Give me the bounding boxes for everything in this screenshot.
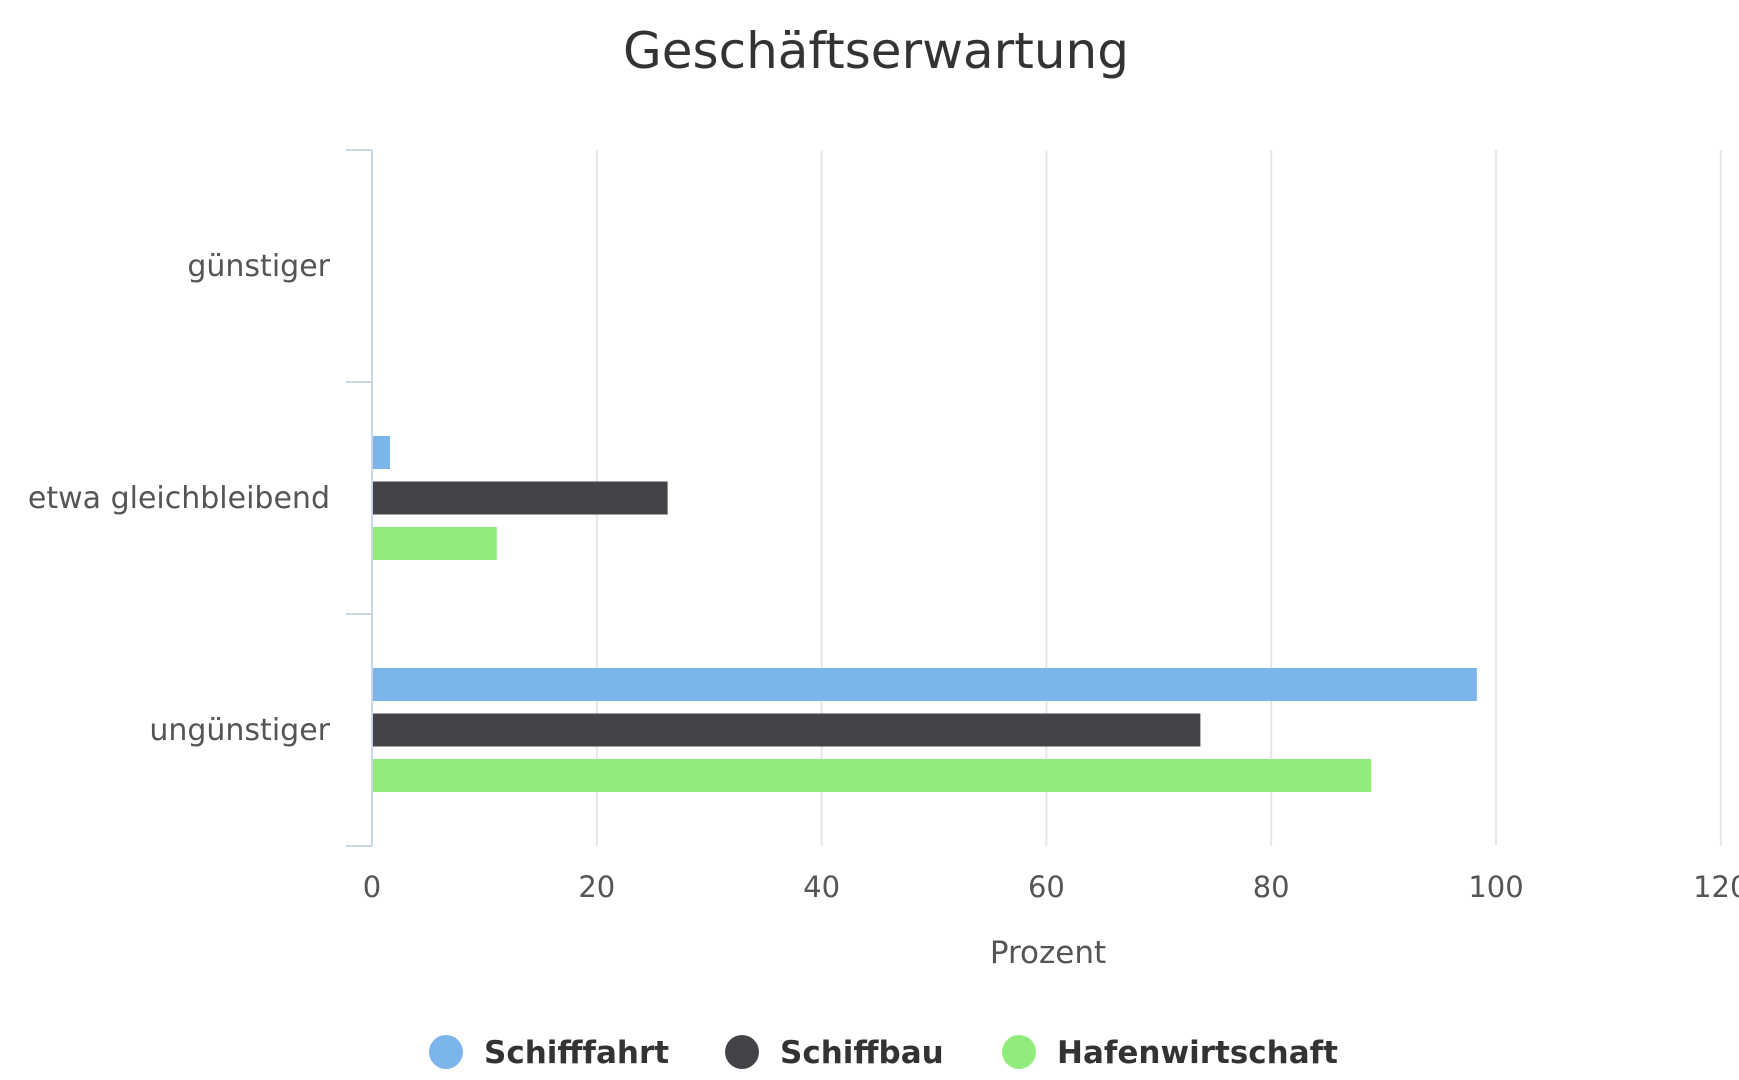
x-tick-label: 20 [578,870,615,904]
x-tick-label: 100 [1468,870,1523,904]
x-tick-label: 0 [363,870,381,904]
x-tick-label: 40 [803,870,840,904]
bar-schiffbau-2 [373,481,668,515]
legend-item-schifffahrt[interactable]: Schifffahrt [429,1035,669,1071]
bar-hafenwirtschaft-3 [373,759,1372,792]
x-tick-label: 120 [1693,870,1739,904]
x-tick-label: 60 [1028,870,1065,904]
category-label: günstiger [187,249,330,284]
legend-item-schiffbau[interactable]: Schiffbau [725,1035,944,1071]
x-tick-label: 80 [1253,870,1290,904]
legend: Schifffahrt Schiffbau Hafenwirtschaft [429,1035,1338,1071]
bars [373,436,1477,792]
legend-marker [1002,1035,1036,1069]
category-label: ungünstiger [149,713,330,748]
chart-title: Geschäftserwartung [623,22,1129,80]
legend-label: Schifffahrt [484,1035,669,1071]
bar-schiffbau-3 [373,713,1201,747]
legend-marker [429,1035,463,1069]
legend-item-hafenwirtschaft[interactable]: Hafenwirtschaft [1002,1035,1338,1071]
category-axis: günstiger etwa gleichbleibend ungünstiger [28,149,373,847]
x-axis-ticks: 0 20 40 60 80 100 120 [363,870,1739,904]
bar-hafenwirtschaft-2 [373,527,497,560]
legend-label: Hafenwirtschaft [1057,1035,1338,1071]
x-axis-title: Prozent [990,935,1106,971]
legend-label: Schiffbau [780,1035,944,1071]
bar-schifffahrt-2 [373,436,390,469]
bar-schifffahrt-3 [373,668,1477,701]
category-label: etwa gleichbleibend [28,481,330,516]
legend-marker [725,1035,759,1069]
